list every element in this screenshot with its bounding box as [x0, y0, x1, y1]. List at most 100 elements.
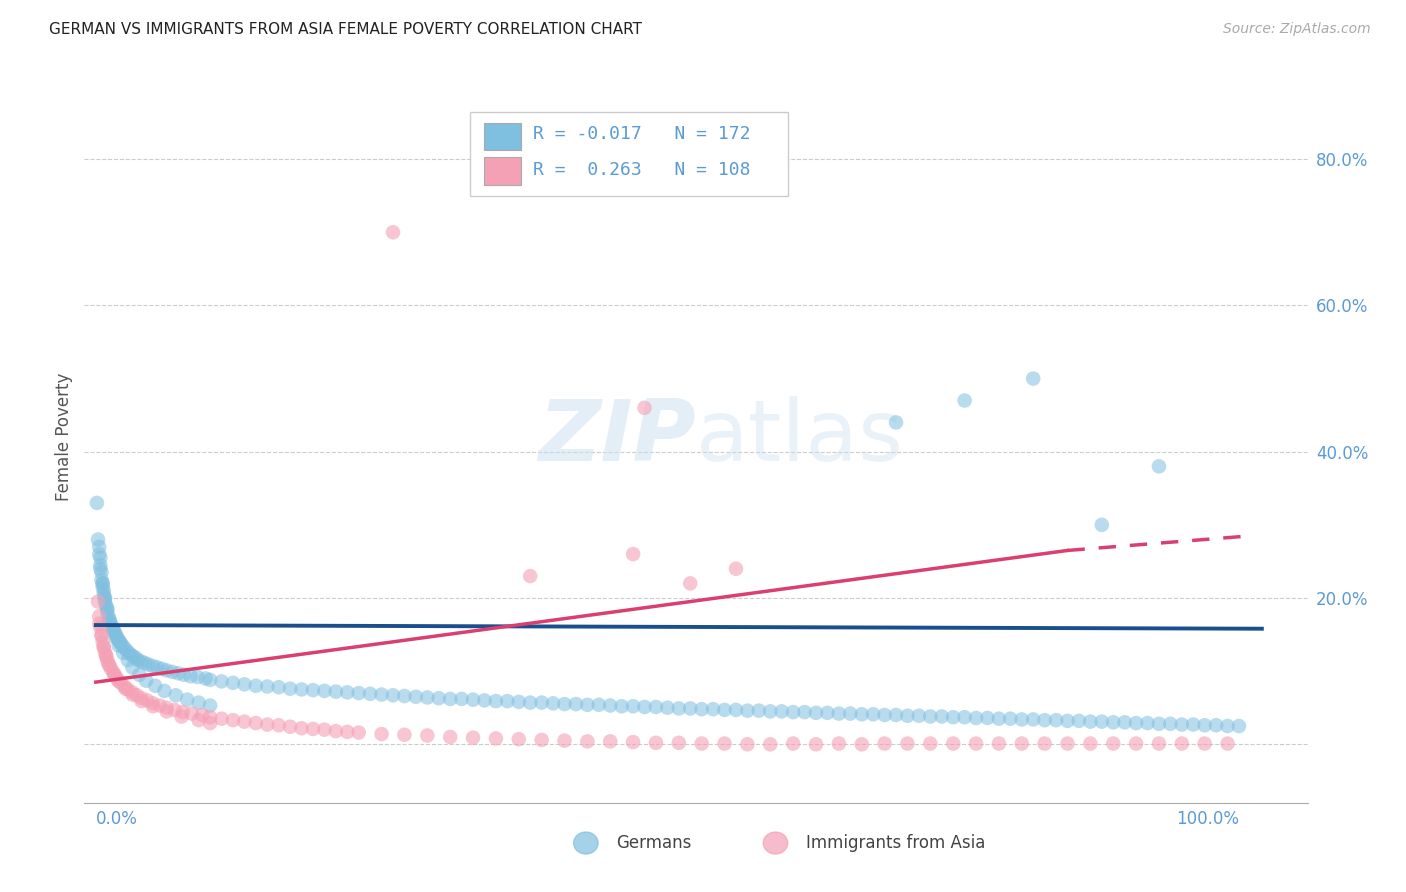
Point [93, 640, 115, 654]
Point [114, 681, 136, 696]
Point [97, 657, 120, 671]
Point [87, 594, 110, 608]
Point [1000, 712, 1022, 726]
Point [839, 706, 862, 721]
Point [142, 659, 165, 673]
Point [90, 573, 112, 587]
Point [1114, 715, 1136, 730]
Point [645, 736, 668, 750]
Point [89, 540, 111, 554]
Point [98, 658, 121, 673]
Point [198, 710, 221, 724]
Point [122, 649, 145, 664]
Point [278, 681, 301, 696]
Point [104, 626, 127, 640]
Point [427, 691, 450, 706]
Point [107, 639, 129, 653]
Point [737, 737, 759, 751]
Point [1056, 714, 1078, 728]
Point [884, 708, 907, 723]
Point [416, 690, 439, 705]
Point [170, 709, 193, 723]
Point [153, 684, 176, 698]
Point [325, 684, 347, 698]
Point [496, 694, 519, 708]
Point [233, 677, 256, 691]
Point [290, 721, 312, 735]
Point [793, 705, 815, 719]
Point [1194, 737, 1216, 751]
Point [121, 660, 143, 674]
Point [131, 655, 153, 669]
Point [394, 689, 416, 703]
Text: R = -0.017   N = 172: R = -0.017 N = 172 [533, 126, 751, 144]
Point [117, 682, 139, 697]
Point [737, 704, 759, 718]
Point [976, 711, 998, 725]
Point [851, 707, 873, 722]
Point [1227, 719, 1250, 733]
Point [896, 737, 918, 751]
Point [1182, 717, 1205, 731]
Point [167, 666, 190, 681]
Point [187, 696, 209, 710]
Point [347, 725, 370, 739]
Point [135, 673, 157, 688]
Point [89, 562, 111, 576]
Point [416, 729, 439, 743]
Point [474, 693, 496, 707]
Point [394, 728, 416, 742]
Point [519, 696, 541, 710]
Point [105, 632, 128, 646]
Point [120, 648, 142, 662]
Point [198, 698, 221, 713]
Point [461, 692, 484, 706]
Point [862, 707, 884, 722]
Point [485, 731, 508, 746]
Point [143, 679, 166, 693]
Point [91, 580, 114, 594]
Point [156, 705, 179, 719]
Point [173, 667, 195, 681]
Point [107, 674, 129, 689]
Text: Immigrants from Asia: Immigrants from Asia [806, 834, 986, 852]
Point [1056, 737, 1078, 751]
Point [93, 583, 115, 598]
Point [942, 737, 965, 751]
Point [89, 547, 111, 561]
Point [149, 698, 172, 713]
Point [150, 662, 173, 676]
Point [920, 737, 942, 751]
Point [91, 576, 114, 591]
Point [245, 679, 267, 693]
Point [101, 665, 124, 679]
Point [222, 713, 245, 727]
Text: Germans: Germans [616, 834, 692, 852]
Point [96, 606, 118, 620]
Point [953, 710, 976, 724]
Point [804, 737, 827, 751]
Point [1194, 718, 1216, 732]
Point [508, 732, 530, 747]
Point [645, 700, 668, 714]
Point [485, 694, 508, 708]
Point [172, 705, 194, 719]
Point [104, 668, 127, 682]
Point [1102, 737, 1125, 751]
Point [101, 624, 124, 638]
Point [621, 735, 644, 749]
Point [94, 594, 117, 608]
Point [94, 591, 117, 605]
Point [713, 703, 735, 717]
Point [211, 712, 233, 726]
Point [94, 645, 117, 659]
Point [91, 576, 114, 591]
Point [142, 696, 165, 710]
Point [138, 657, 160, 672]
Point [621, 699, 644, 714]
Point [1067, 714, 1090, 728]
Point [1091, 714, 1114, 729]
Point [690, 702, 713, 716]
Point [93, 587, 115, 601]
Text: 0.0%: 0.0% [96, 810, 138, 828]
